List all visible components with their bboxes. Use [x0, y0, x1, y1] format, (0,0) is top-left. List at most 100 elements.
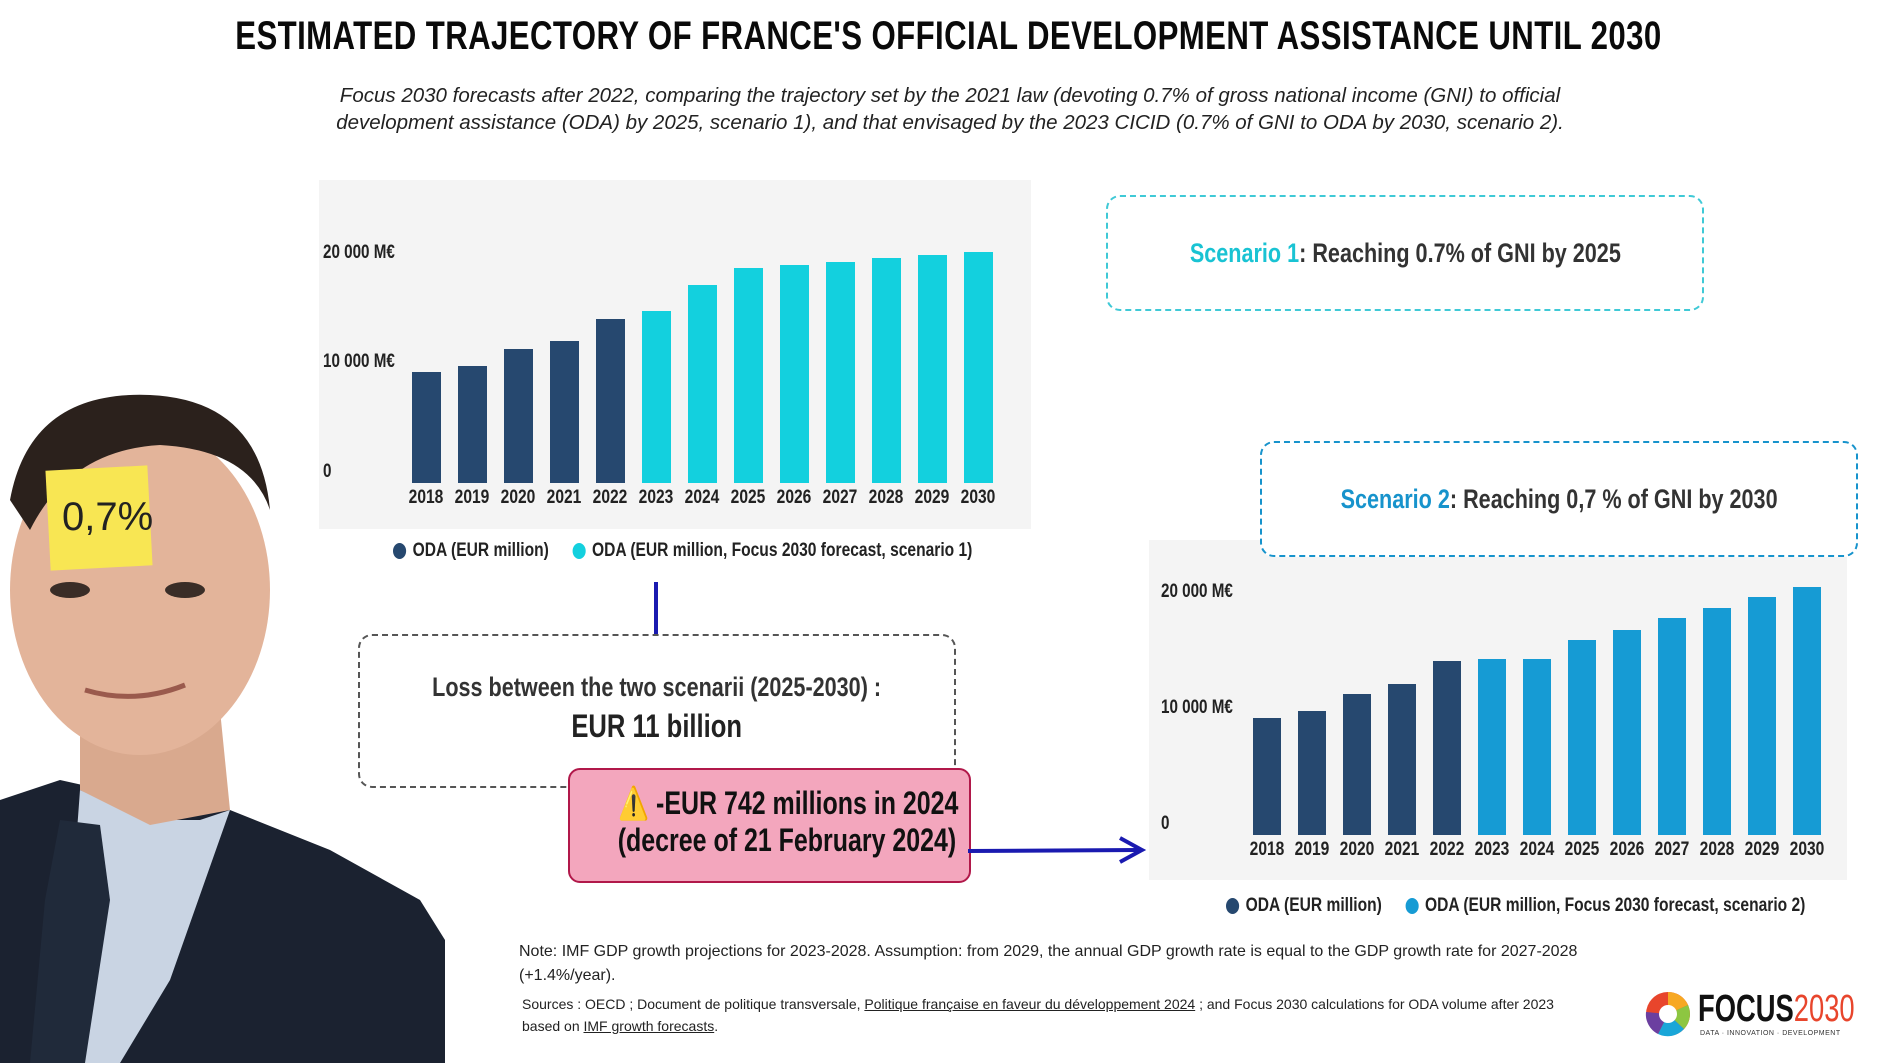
bar-forecast-2028	[1703, 607, 1731, 835]
scenario-1-label: Scenario 1	[1189, 237, 1299, 268]
loss-line-2: EUR 11 billion	[571, 708, 743, 744]
bar-historical-2021	[549, 340, 579, 483]
connector-line	[654, 582, 658, 634]
bar-forecast-2028	[871, 258, 901, 483]
sources-link-imf[interactable]: IMF growth forecasts	[583, 1018, 715, 1034]
bar-forecast-2024	[1523, 658, 1551, 835]
page-subtitle: Focus 2030 forecasts after 2022, compari…	[250, 82, 1650, 136]
focus2030-logo: FOCUS2030 DATA · INNOVATION · DEVELOPMEN…	[1644, 988, 1864, 1044]
bar-forecast-2025	[733, 268, 763, 483]
x-tick-label: 2026	[1609, 839, 1645, 860]
footnote: Note: IMF GDP growth projections for 202…	[519, 943, 1578, 984]
warning-line-1: ⚠️ -EUR 742 millions in 2024	[618, 784, 958, 822]
legend-2-item-2: ODA (EUR million, Focus 2030 forecast, s…	[1424, 895, 1806, 916]
bar-historical-2018	[411, 372, 441, 483]
x-tick-label: 2020	[1339, 839, 1375, 860]
x-tick-label: 2019	[454, 487, 490, 508]
sticky-note-text: 0,7%	[62, 495, 153, 539]
x-tick-label: 2019	[1294, 839, 1330, 860]
x-tick-label: 2028	[1699, 839, 1735, 860]
legend-1-item-1: ODA (EUR million)	[412, 540, 549, 561]
chart-scenario-2: 0 10 000 M€ 20 000 M€ 2018 2019 2020 2021 2022…	[1149, 540, 1847, 880]
scenario-2-caption: Scenario 2: Reaching 0,7 % of GNI by 203…	[1341, 484, 1778, 515]
loss-line-1: Loss between the two scenarii (2025-2030…	[432, 672, 882, 702]
chart-2-legend: ODA (EUR million) ODA (EUR million, Focu…	[1226, 895, 1805, 917]
scenario-2-label: Scenario 2	[1340, 483, 1450, 514]
loss-box: Loss between the two scenarii (2025-2030…	[358, 634, 956, 788]
x-tick-label: 2023	[1474, 839, 1510, 860]
x-tick-label: 2021	[1384, 839, 1420, 860]
x-tick-label: 2025	[1564, 839, 1600, 860]
sources-prefix: Sources : OECD ; Document de politique t…	[522, 996, 865, 1012]
x-tick-label: 2018	[1249, 839, 1285, 860]
logo-wheel-icon	[1645, 992, 1690, 1037]
bar-historical-2021	[1388, 684, 1416, 835]
y-tick-label: 10 000 M€	[323, 351, 395, 373]
arrow-to-chart-2	[967, 836, 1147, 864]
bar-forecast-2026	[779, 265, 809, 483]
bar-forecast-2027	[825, 261, 855, 483]
x-tick-label: 2022	[1429, 839, 1465, 860]
legend-2-item-1: ODA (EUR million)	[1245, 895, 1382, 916]
x-tick-label: 2023	[638, 487, 674, 508]
subtitle-line-1: Focus 2030 forecasts after 2022, compari…	[339, 84, 1561, 107]
warning-box: ⚠️ -EUR 742 millions in 2024 (decree of …	[568, 768, 971, 883]
x-tick-label: 2018	[408, 487, 444, 508]
bar-historical-2022	[595, 318, 625, 483]
x-tick-label: 2027	[1654, 839, 1690, 860]
warning-line-2: (decree of 21 February 2024)	[617, 822, 957, 858]
bar-forecast-2024	[687, 284, 717, 483]
x-tick-label: 2028	[868, 487, 904, 508]
bar-historical-2022	[1433, 661, 1461, 835]
warning-icon: ⚠️	[618, 785, 650, 821]
x-tick-label: 2025	[730, 487, 766, 508]
portrait-image: 0,7%	[0, 394, 445, 1063]
y-tick-label: 20 000 M€	[1161, 581, 1233, 603]
x-tick-label: 2022	[592, 487, 628, 508]
y-tick-label: 0	[1161, 813, 1170, 834]
bar-forecast-2023	[1478, 658, 1506, 835]
bar-forecast-2027	[1658, 618, 1686, 835]
y-tick-label: 20 000 M€	[323, 241, 395, 263]
legend-dot-scenario-1	[572, 542, 586, 559]
sources-suffix: .	[714, 1018, 719, 1034]
logo-tagline: DATA · INNOVATION · DEVELOPMENT	[1700, 1030, 1841, 1037]
chart-scenario-1: 0 10 000 M€ 20 000 M€ 2018 2019 2020 2021 2022…	[319, 180, 1031, 529]
x-tick-label: 2021	[546, 487, 582, 508]
x-tick-label: 2027	[822, 487, 858, 508]
bar-forecast-2025	[1568, 640, 1596, 835]
scenario-2-text: : Reaching 0,7 % of GNI by 2030	[1449, 483, 1778, 514]
bar-forecast-2029	[1748, 597, 1776, 835]
y-tick-label: 10 000 M€	[1161, 697, 1233, 719]
x-tick-label: 2029	[1744, 839, 1780, 860]
x-tick-label: 2020	[500, 487, 536, 508]
logo-word: FOCUS	[1698, 988, 1794, 1030]
y-tick-label: 0	[323, 461, 332, 482]
legend-dot-scenario-2	[1405, 897, 1419, 914]
bar-historical-2020	[1343, 693, 1371, 835]
subtitle-line-2: development assistance (ODA) by 2025, sc…	[336, 111, 1564, 134]
legend-dot-historical	[393, 542, 407, 559]
scenario-1-text: : Reaching 0.7% of GNI by 2025	[1298, 237, 1621, 268]
sticky-note: 0,7%	[45, 465, 153, 571]
bar-forecast-2030	[963, 251, 993, 483]
bar-forecast-2029	[917, 255, 947, 483]
scenario-1-caption: Scenario 1: Reaching 0.7% of GNI by 2025	[1190, 238, 1621, 269]
x-tick-label: 2026	[776, 487, 812, 508]
chart-1-legend: ODA (EUR million) ODA (EUR million, Focu…	[393, 540, 972, 562]
x-tick-label: 2030	[960, 487, 996, 508]
sources: Sources : OECD ; Document de politique t…	[522, 993, 1582, 1037]
sources-middle: ; and Focus 2030 calculations for ODA vo…	[522, 996, 1554, 1034]
x-tick-label: 2030	[1789, 839, 1825, 860]
logo-number: 2030	[1793, 988, 1855, 1030]
scenario-2-box: Scenario 2: Reaching 0,7 % of GNI by 203…	[1260, 441, 1858, 557]
legend-1-item-2: ODA (EUR million, Focus 2030 forecast, s…	[591, 540, 973, 561]
sources-link-dpt[interactable]: Politique française en faveur du dévelop…	[864, 996, 1196, 1012]
warning-text-1: -EUR 742 millions in 2024	[656, 785, 959, 821]
bar-historical-2020	[503, 349, 533, 483]
x-tick-label: 2029	[914, 487, 950, 508]
x-tick-label: 2024	[1519, 839, 1555, 860]
bar-forecast-2026	[1613, 629, 1641, 835]
bar-historical-2019	[457, 365, 487, 483]
bar-forecast-2023	[641, 311, 671, 483]
